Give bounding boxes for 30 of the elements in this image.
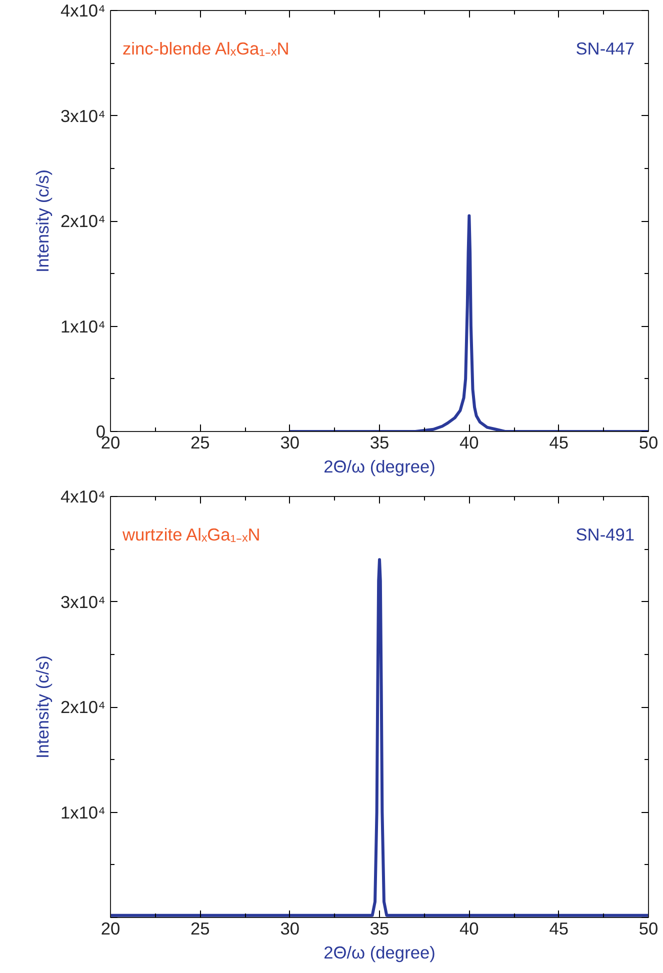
y-tick-label: 2x10⁴ [60,697,106,717]
y-tick-label: 4x10⁴ [60,0,106,20]
line-series [288,214,648,432]
x-tick-label: 40 [460,432,479,452]
x-tick-label: 45 [549,432,568,452]
x-axis-title: 2Θ/ω (degree) [324,942,436,962]
annotation: SN-447 [576,38,635,58]
y-tick-label: 3x10⁴ [60,592,106,612]
x-tick-label: 30 [280,918,300,938]
annotation: zinc-blende AlₓGa₁₋ₓN [122,38,290,58]
y-tick-label: 1x10⁴ [60,802,106,822]
x-axis-title: 2Θ/ω (degree) [324,456,436,476]
x-tick-label: 40 [460,918,479,938]
y-axis-title: Intensity (c/s) [32,655,52,759]
x-tick-label: 45 [549,918,568,938]
y-axis-title: Intensity (c/s) [32,169,52,273]
annotation: SN-491 [576,524,635,544]
y-tick-label: 4x10⁴ [60,486,106,506]
x-tick-label: 20 [100,918,120,938]
x-tick-label: 30 [280,432,300,452]
x-tick-label: 35 [370,432,390,452]
x-tick-label: 25 [190,918,210,938]
y-tick-label: 3x10⁴ [60,106,106,126]
annotation: wurtzite AlₓGa₁₋ₓN [122,524,260,544]
y-tick-label: 1x10⁴ [60,316,106,336]
x-tick-label: 35 [370,918,390,938]
x-tick-label: 25 [190,432,210,452]
x-tick-label: 50 [638,432,658,452]
y-tick-label: 2x10⁴ [60,211,106,231]
x-tick-label: 50 [638,918,658,938]
